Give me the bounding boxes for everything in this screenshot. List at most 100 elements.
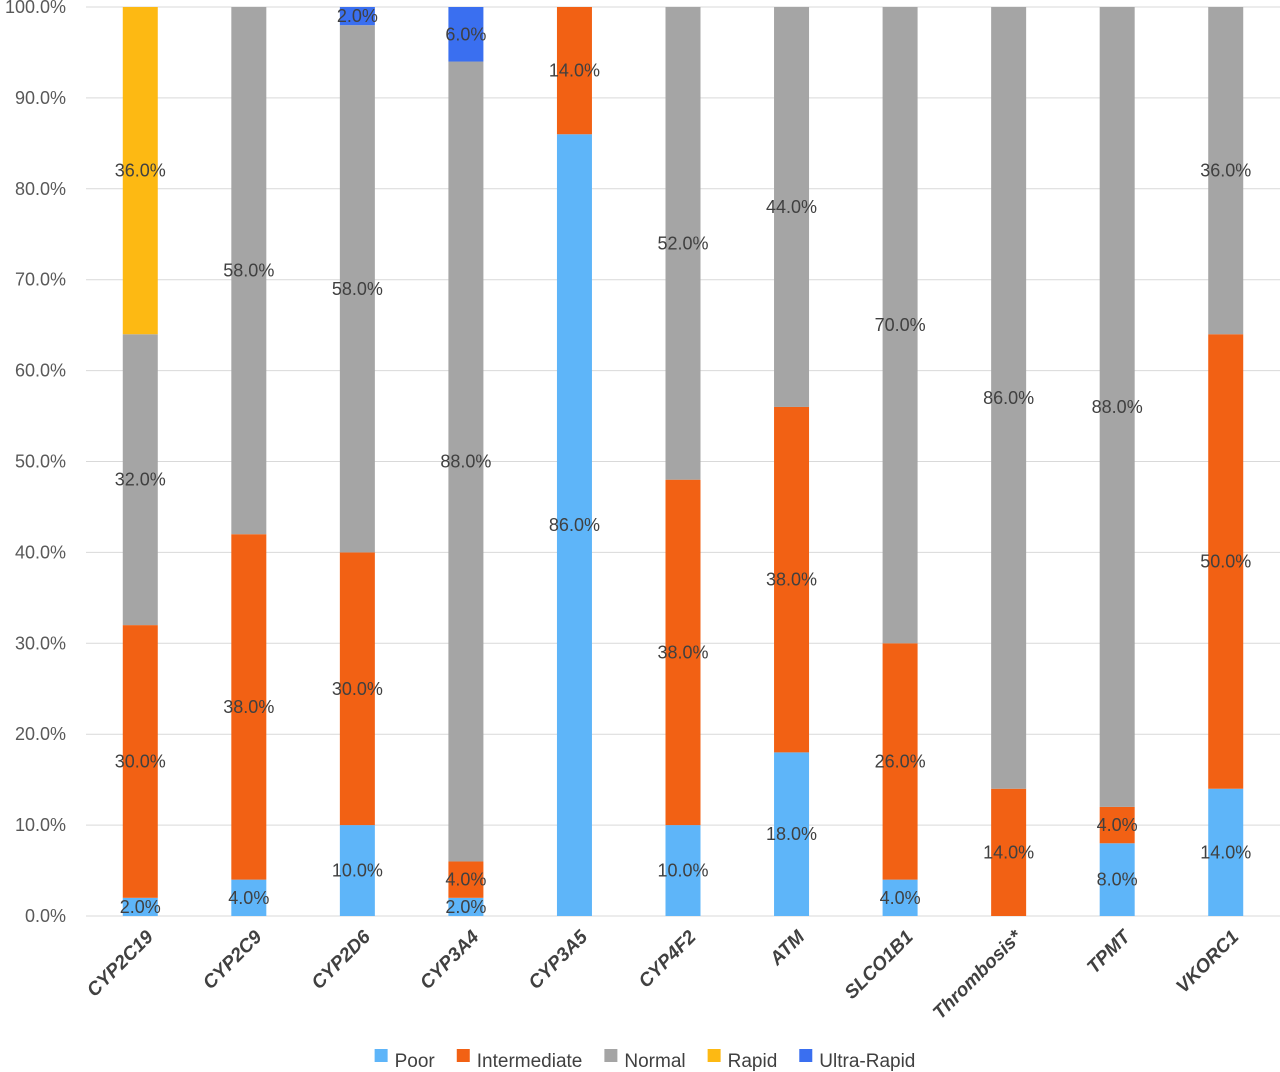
legend-item: Intermediate	[456, 1049, 583, 1072]
legend-item: Normal	[604, 1049, 686, 1072]
x-category-label: TPMT	[1083, 926, 1135, 978]
bar-segment-poor	[122, 897, 158, 916]
legend-label: Poor	[395, 1051, 436, 1072]
legend-swatch	[707, 1049, 721, 1062]
data-label: 6.0%	[445, 24, 486, 44]
x-category-label: CYP3A5	[525, 926, 592, 993]
x-category-label: SLCO1B1	[841, 927, 918, 1004]
y-tick-label: 70.0%	[15, 270, 66, 290]
data-label: 58.0%	[223, 261, 274, 281]
data-label: 30.0%	[115, 751, 166, 771]
y-tick-label: 20.0%	[15, 724, 66, 744]
data-label: 14.0%	[1200, 842, 1251, 862]
x-axis-categories: CYP2C19 CYP2C9 CYP2D6 CYP3A4 CYP3A5 CYP4F2 ATM…	[83, 926, 1243, 1024]
data-label: 52.0%	[657, 233, 708, 253]
y-tick-label: 90.0%	[15, 88, 66, 108]
data-label: 8.0%	[1097, 870, 1138, 890]
data-label: 30.0%	[332, 679, 383, 699]
bar-segment-normal	[774, 7, 810, 407]
x-category-label: CYP2C9	[199, 926, 266, 993]
x-category-label: CYP2D6	[308, 926, 375, 993]
bar-segment-intermediate	[122, 625, 158, 898]
bar-segment-poor	[556, 134, 592, 916]
x-category-label: CYP3A4	[416, 926, 483, 993]
data-label: 18.0%	[766, 824, 817, 844]
bar-segment-normal	[448, 61, 484, 862]
bar-segment-normal	[122, 334, 158, 626]
bar-segment-normal	[1099, 7, 1135, 807]
data-label: 38.0%	[223, 697, 274, 717]
data-label: 38.0%	[766, 570, 817, 590]
data-label: 58.0%	[332, 279, 383, 299]
legend-swatch	[604, 1049, 618, 1062]
bar-segment-intermediate	[1099, 806, 1135, 844]
bar-segment-poor	[448, 897, 484, 916]
bar-segment-poor	[1099, 843, 1135, 916]
bar-segment-intermediate	[991, 788, 1027, 916]
data-label: 4.0%	[1097, 815, 1138, 835]
x-category-label: CYP2C19	[83, 926, 158, 1001]
bar-segment-normal	[231, 7, 267, 535]
bar-segment-poor	[882, 879, 918, 916]
legend-label: Rapid	[728, 1051, 778, 1072]
data-label: 4.0%	[228, 888, 269, 908]
x-category-label: ATM	[765, 926, 809, 970]
legend-label: Normal	[624, 1051, 685, 1072]
bar-segment-ultra-rapid	[448, 7, 484, 62]
y-tick-label: 40.0%	[15, 542, 66, 562]
data-label: 86.0%	[549, 515, 600, 535]
y-tick-label: 60.0%	[15, 361, 66, 381]
data-label: 50.0%	[1200, 551, 1251, 571]
legend-label: Ultra-Rapid	[819, 1051, 915, 1072]
bar-segment-normal	[991, 7, 1027, 789]
bar-segment-intermediate	[448, 861, 484, 898]
data-label: 86.0%	[983, 388, 1034, 408]
data-label: 4.0%	[880, 888, 921, 908]
legend: Poor Intermediate Normal Rapid Ultra-Rapid	[374, 1049, 915, 1072]
bar-segment-normal	[1208, 7, 1244, 335]
data-label: 70.0%	[875, 315, 926, 335]
bar-segment-intermediate	[231, 534, 267, 880]
bar-segment-normal	[882, 7, 918, 644]
legend-item: Poor	[374, 1049, 436, 1072]
data-label: 36.0%	[1200, 161, 1251, 181]
y-axis-ticks: 0.0% 10.0% 20.0% 30.0% 40.0% 50.0% 60.0% 70.0% 8…	[5, 0, 66, 926]
data-label: 88.0%	[440, 452, 491, 472]
bar-segment-poor	[231, 879, 267, 916]
x-category-label: CYP4F2	[635, 926, 701, 992]
legend-swatch	[456, 1049, 470, 1062]
data-label: 2.0%	[337, 6, 378, 26]
data-label: 2.0%	[445, 897, 486, 917]
y-tick-label: 100.0%	[5, 0, 66, 17]
data-label: 10.0%	[657, 861, 708, 881]
data-label: 14.0%	[983, 842, 1034, 862]
legend-item: Rapid	[707, 1049, 778, 1072]
bars	[122, 7, 1244, 916]
bar-segment-normal	[665, 7, 701, 480]
data-label: 88.0%	[1092, 397, 1143, 417]
y-tick-label: 0.0%	[25, 906, 66, 926]
bar-segment-poor	[339, 825, 375, 916]
legend-swatch	[374, 1049, 388, 1062]
bar-segment-intermediate	[339, 552, 375, 826]
data-label: 36.0%	[115, 161, 166, 181]
bar-segment-intermediate	[774, 406, 810, 753]
bar-segment-intermediate	[665, 479, 701, 826]
legend-item: Ultra-Rapid	[799, 1049, 915, 1072]
bar-segment-poor	[665, 825, 701, 916]
data-label: 2.0%	[120, 897, 161, 917]
x-category-label: Thrombosis*	[929, 926, 1027, 1024]
bar-segment-intermediate	[1208, 334, 1244, 789]
data-label: 4.0%	[445, 870, 486, 890]
y-tick-label: 80.0%	[15, 179, 66, 199]
legend-label: Intermediate	[477, 1051, 583, 1072]
bar-segment-ultra-rapid	[339, 7, 375, 26]
data-label: 26.0%	[875, 751, 926, 771]
legend-swatch	[799, 1049, 813, 1062]
x-category-label: VKORC1	[1172, 927, 1243, 998]
bar-segment-normal	[339, 25, 375, 553]
data-label: 38.0%	[657, 642, 708, 662]
data-label: 44.0%	[766, 197, 817, 217]
y-tick-label: 30.0%	[15, 633, 66, 653]
